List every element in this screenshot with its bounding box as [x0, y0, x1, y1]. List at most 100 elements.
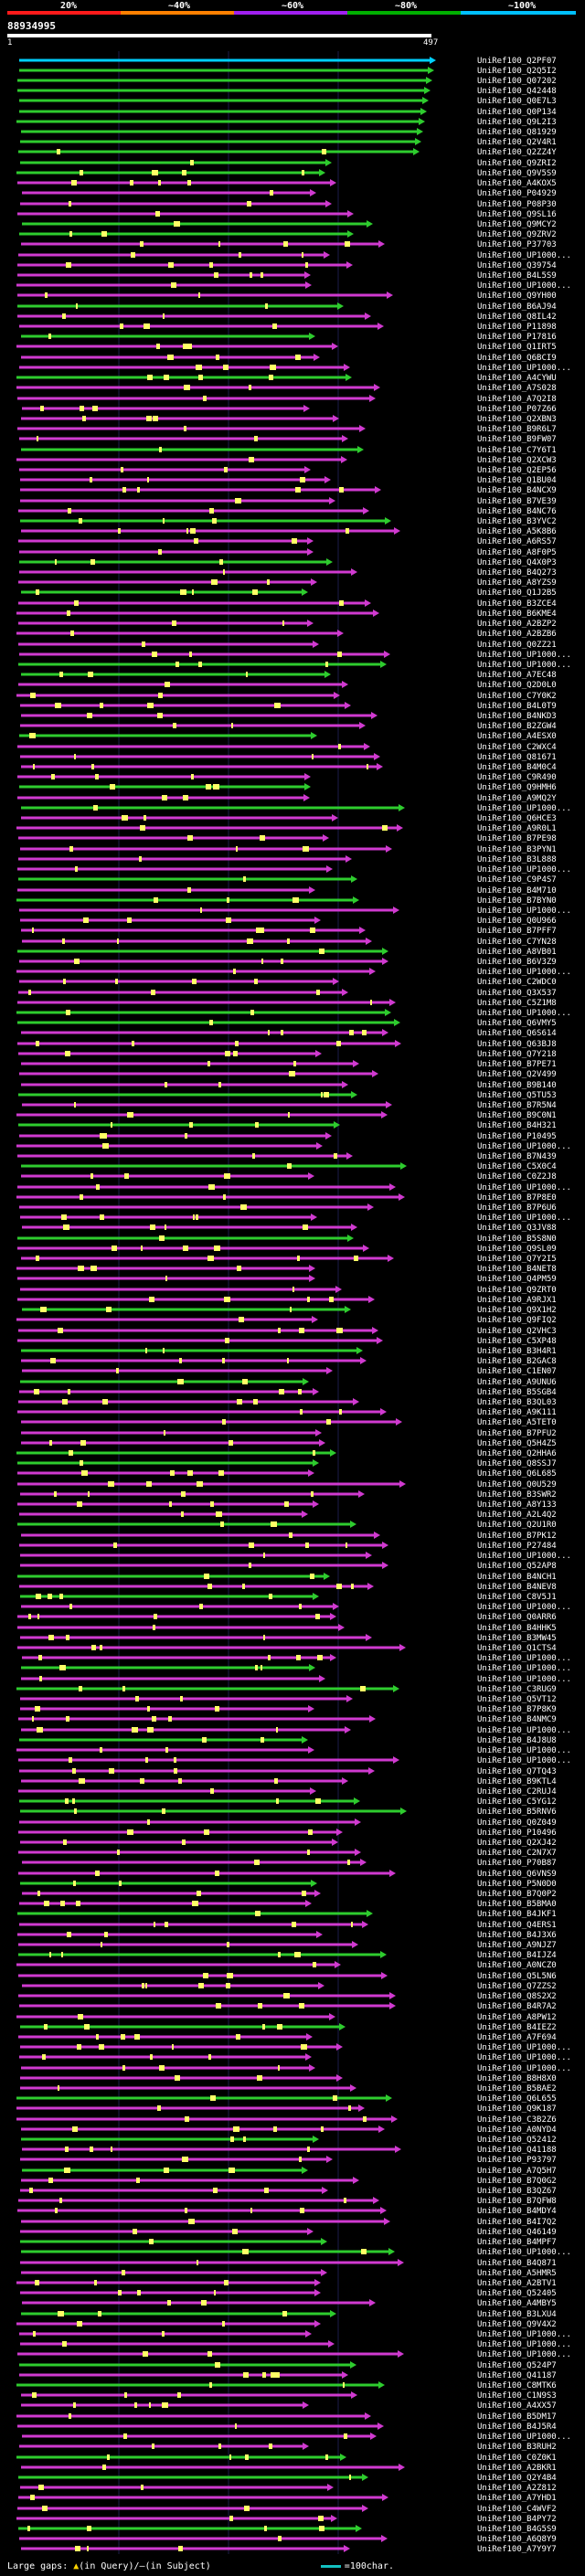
hit-row[interactable]: UniRef100_C1EN07	[22, 1367, 557, 1376]
hit-label[interactable]: UniRef100_A8Y133	[477, 1500, 557, 1510]
hit-row[interactable]: UniRef100_Q1IRT5	[16, 343, 557, 352]
hit-label[interactable]: UniRef100_B5SGB4	[477, 1388, 557, 1397]
hit-label[interactable]: UniRef100_A5HMR5	[477, 2269, 557, 2278]
hit-label[interactable]: UniRef100_Q2HHA6	[477, 1449, 557, 1458]
hit-label[interactable]: UniRef100_UP1000...	[477, 2433, 571, 2442]
hit-label[interactable]: UniRef100_Q9SL16	[477, 210, 557, 219]
hit-row[interactable]: UniRef100_Q81671	[20, 753, 557, 762]
hit-row[interactable]: UniRef100_B7PK12	[21, 1532, 557, 1541]
hit-row[interactable]: UniRef100_A4MBY5	[22, 2299, 557, 2308]
hit-row[interactable]: UniRef100_P10496	[18, 1829, 557, 1838]
hit-row[interactable]: UniRef100_B4Q871	[20, 2259, 557, 2268]
hit-label[interactable]: UniRef100_B4IJZ4	[477, 1951, 557, 1960]
hit-row[interactable]: UniRef100_A9RJX1	[17, 1296, 557, 1305]
hit-label[interactable]: UniRef100_Q41188	[477, 2146, 557, 2155]
hit-row[interactable]: UniRef100_C8V5J1	[20, 1593, 557, 1602]
hit-label[interactable]: UniRef100_C2WDC0	[477, 978, 557, 987]
hit-row[interactable]: UniRef100_P11898	[19, 323, 557, 332]
hit-row[interactable]: UniRef100_Q52405	[20, 2289, 557, 2298]
hit-label[interactable]: UniRef100_Q9SL09	[477, 1245, 557, 1254]
hit-label[interactable]: UniRef100_Q2V499	[477, 1070, 557, 1079]
hit-label[interactable]: UniRef100_B7PFU2	[477, 1429, 557, 1438]
hit-row[interactable]: UniRef100_B8H8X0	[20, 2074, 557, 2083]
hit-label[interactable]: UniRef100_B5DM17	[477, 2412, 557, 2422]
hit-label[interactable]: UniRef100_A7Q5H7	[477, 2167, 557, 2176]
hit-label[interactable]: UniRef100_B6KME4	[477, 610, 557, 619]
hit-row[interactable]: UniRef100_Q9L2I3	[16, 118, 557, 127]
hit-label[interactable]: UniRef100_Q7ZZS2	[477, 1982, 557, 1991]
hit-row[interactable]: UniRef100_A5K8B6	[21, 527, 557, 536]
hit-label[interactable]: UniRef100_B4MDY4	[477, 2207, 557, 2216]
hit-label[interactable]: UniRef100_A5TET0	[477, 1418, 557, 1427]
hit-label[interactable]: UniRef100_Q0U529	[477, 1480, 557, 1489]
hit-label[interactable]: UniRef100_B4L5S9	[477, 271, 557, 281]
hit-label[interactable]: UniRef100_B9C0N1	[477, 1111, 557, 1120]
hit-label[interactable]: UniRef100_UP1000...	[477, 651, 571, 660]
hit-label[interactable]: UniRef100_UP1000...	[477, 1009, 571, 1018]
hit-row[interactable]: UniRef100_C2RUJ4	[18, 1787, 557, 1797]
hit-label[interactable]: UniRef100_B4M710	[477, 886, 557, 896]
hit-row[interactable]: UniRef100_Q6VMY5	[17, 1019, 557, 1028]
hit-label[interactable]: UniRef100_C9P4S7	[477, 875, 557, 885]
hit-label[interactable]: UniRef100_Q52AP8	[477, 1562, 557, 1571]
hit-label[interactable]: UniRef100_C5X0C4	[477, 1162, 557, 1171]
hit-label[interactable]: UniRef100_Q0ZZ21	[477, 641, 557, 650]
hit-row[interactable]: UniRef100_C5YG12	[19, 1797, 557, 1807]
hit-row[interactable]: UniRef100_Q0U529	[17, 1480, 557, 1489]
hit-row[interactable]: UniRef100_UP1000...	[18, 1756, 571, 1765]
hit-row[interactable]: UniRef100_UP1000...	[21, 2064, 571, 2073]
hit-row[interactable]: UniRef100_Q2VHC3	[18, 1327, 557, 1336]
hit-label[interactable]: UniRef100_Q9V4X2	[477, 2320, 557, 2329]
hit-row[interactable]: UniRef100_B2ZGW4	[20, 722, 557, 731]
hit-label[interactable]: UniRef100_A9NJZ7	[477, 1941, 557, 1950]
hit-label[interactable]: UniRef100_B3LXU4	[477, 2310, 557, 2319]
hit-label[interactable]: UniRef100_A4XX57	[477, 2401, 557, 2411]
hit-label[interactable]: UniRef100_B3ZCE4	[477, 599, 557, 609]
hit-row[interactable]: UniRef100_C9R490	[17, 773, 557, 782]
hit-label[interactable]: UniRef100_B4G5S9	[477, 2525, 557, 2534]
hit-label[interactable]: UniRef100_B4NCX9	[477, 486, 557, 495]
hit-label[interactable]: UniRef100_A2BZB6	[477, 630, 557, 639]
hit-label[interactable]: UniRef100_B4JKF1	[477, 1910, 557, 1919]
hit-row[interactable]: UniRef100_Q2XCW3	[16, 456, 557, 465]
hit-label[interactable]: UniRef100_B9FW07	[477, 435, 557, 444]
hit-label[interactable]: UniRef100_UP1000...	[477, 1664, 571, 1673]
hit-row[interactable]: UniRef100_C0Z2J8	[21, 1172, 557, 1182]
hit-label[interactable]: UniRef100_B4Q273	[477, 568, 557, 578]
hit-label[interactable]: UniRef100_A2Z812	[477, 2484, 557, 2493]
hit-label[interactable]: UniRef100_B4MPF7	[477, 2238, 557, 2247]
hit-label[interactable]: UniRef100_Q52412	[477, 2136, 557, 2145]
hit-row[interactable]: UniRef100_B4J8U8	[19, 1736, 557, 1745]
hit-row[interactable]: UniRef100_Q6L655	[16, 2094, 557, 2104]
hit-row[interactable]: UniRef100_UP1000...	[16, 1746, 571, 1755]
hit-label[interactable]: UniRef100_B5BMA0	[477, 1900, 557, 1909]
hit-row[interactable]: UniRef100_B3H4R1	[21, 1347, 557, 1356]
hit-row[interactable]: UniRef100_B4MDY4	[17, 2207, 557, 2216]
hit-label[interactable]: UniRef100_B7QFW8	[477, 2197, 557, 2206]
hit-row[interactable]: UniRef100_A8VB01	[17, 948, 557, 957]
hit-label[interactable]: UniRef100_Q6L655	[477, 2094, 557, 2104]
hit-row[interactable]: UniRef100_Q2V499	[19, 1070, 557, 1079]
hit-label[interactable]: UniRef100_UP1000...	[477, 2053, 571, 2062]
hit-row[interactable]: UniRef100_UP1000...	[20, 2340, 571, 2349]
hit-row[interactable]: UniRef100_A7S028	[16, 384, 557, 393]
hit-row[interactable]: UniRef100_Q2PF07	[19, 57, 557, 66]
hit-row[interactable]: UniRef100_C2WDC0	[19, 978, 557, 987]
hit-row[interactable]: UniRef100_Q07202	[17, 77, 557, 86]
hit-label[interactable]: UniRef100_Q1J2B5	[477, 588, 557, 598]
hit-row[interactable]: UniRef100_B4I7Q2	[21, 2218, 557, 2227]
hit-row[interactable]: UniRef100_Q524P7	[19, 2361, 557, 2370]
hit-row[interactable]: UniRef100_Q63BJ8	[17, 1040, 557, 1049]
hit-label[interactable]: UniRef100_P10496	[477, 1829, 557, 1838]
hit-row[interactable]: UniRef100_Q4ERS1	[19, 1921, 557, 1930]
hit-label[interactable]: UniRef100_C8MTK6	[477, 2381, 557, 2390]
hit-label[interactable]: UniRef100_B6V3Z9	[477, 958, 557, 967]
hit-label[interactable]: UniRef100_Q5H4Z5	[477, 1439, 557, 1448]
hit-label[interactable]: UniRef100_A8YZS9	[477, 578, 557, 588]
hit-row[interactable]: UniRef100_P27484	[19, 1542, 557, 1551]
hit-label[interactable]: UniRef100_UP1000...	[477, 1746, 571, 1755]
hit-row[interactable]: UniRef100_UP1000...	[20, 1214, 571, 1223]
hit-label[interactable]: UniRef100_Q7Y2I5	[477, 1255, 557, 1264]
hit-label[interactable]: UniRef100_P04929	[477, 189, 557, 198]
hit-label[interactable]: UniRef100_A0NYD4	[477, 2125, 557, 2135]
